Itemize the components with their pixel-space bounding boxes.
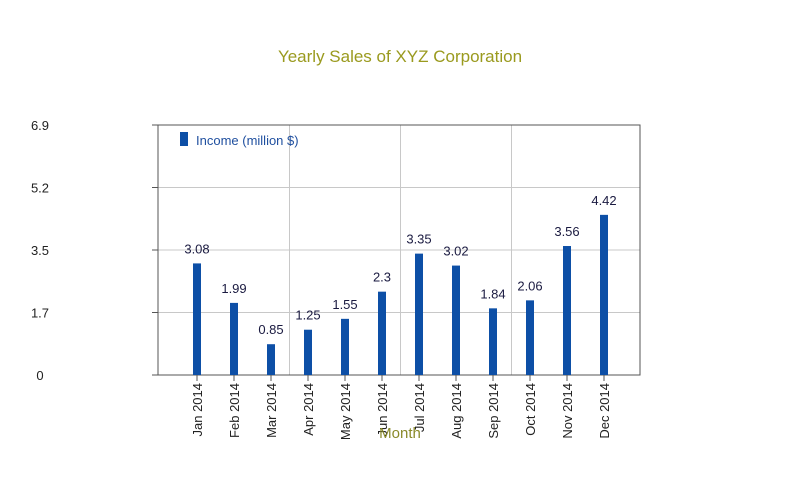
data-label: 3.35 <box>406 232 431 247</box>
x-tick-label: Feb 2014 <box>227 383 242 438</box>
bar <box>378 291 386 375</box>
legend: Income (million $) <box>180 132 299 148</box>
data-label: 2.3 <box>373 270 391 285</box>
x-axis-title: Month <box>379 425 421 442</box>
x-tick-label: Mar 2014 <box>264 383 279 438</box>
y-tick-label: 1.7 <box>31 306 49 321</box>
x-tick-label: Sep 2014 <box>486 383 501 439</box>
x-tick-label: Nov 2014 <box>560 383 575 439</box>
bar <box>267 344 275 375</box>
data-label: 1.99 <box>221 281 246 296</box>
bar <box>230 302 238 375</box>
x-tick-label: Jun 2014 <box>375 383 390 437</box>
x-tick-label: Aug 2014 <box>449 383 464 439</box>
x-tick-label: Dec 2014 <box>597 383 612 439</box>
data-label: 4.42 <box>591 193 616 208</box>
bar <box>341 318 349 375</box>
data-label: 0.85 <box>258 322 283 337</box>
data-label: 3.56 <box>554 224 579 239</box>
bar <box>489 308 497 375</box>
data-label: 2.06 <box>517 278 542 293</box>
gridlines <box>158 125 640 375</box>
data-label: 1.25 <box>295 308 320 323</box>
legend-swatch <box>180 132 188 146</box>
chart-title: Yearly Sales of XYZ Corporation <box>278 47 522 66</box>
y-tick-label: 6.9 <box>31 118 49 133</box>
data-labels: 3.08 1.99 0.85 1.25 1.55 2.3 3.35 3.02 1.84 2.06 3… <box>184 193 616 337</box>
bar <box>600 214 608 375</box>
y-axis-ticks: 0 1.7 3.5 5.2 6.9 <box>31 118 158 383</box>
x-axis-ticks: Jan 2014 Feb 2014 Mar 2014 Apr 2014 May 2014… <box>190 375 612 440</box>
bar <box>563 246 571 375</box>
y-tick-label: 3.5 <box>31 243 49 258</box>
bar <box>304 329 312 375</box>
x-tick-label: Oct 2014 <box>523 383 538 436</box>
bar <box>452 265 460 375</box>
x-tick-label: Jan 2014 <box>190 383 205 437</box>
bars <box>193 214 608 375</box>
data-label: 1.84 <box>480 286 505 301</box>
bar <box>193 263 201 375</box>
legend-label: Income (million $) <box>196 133 299 148</box>
bar <box>415 253 423 375</box>
y-tick-label: 5.2 <box>31 181 49 196</box>
data-label: 3.02 <box>443 244 468 259</box>
data-label: 3.08 <box>184 241 209 256</box>
data-label: 1.55 <box>332 297 357 312</box>
y-tick-label: 0 <box>36 368 43 383</box>
x-tick-label: May 2014 <box>338 383 353 440</box>
x-tick-label: Jul 2014 <box>412 383 427 432</box>
bar <box>526 300 534 375</box>
x-tick-label: Apr 2014 <box>301 383 316 436</box>
